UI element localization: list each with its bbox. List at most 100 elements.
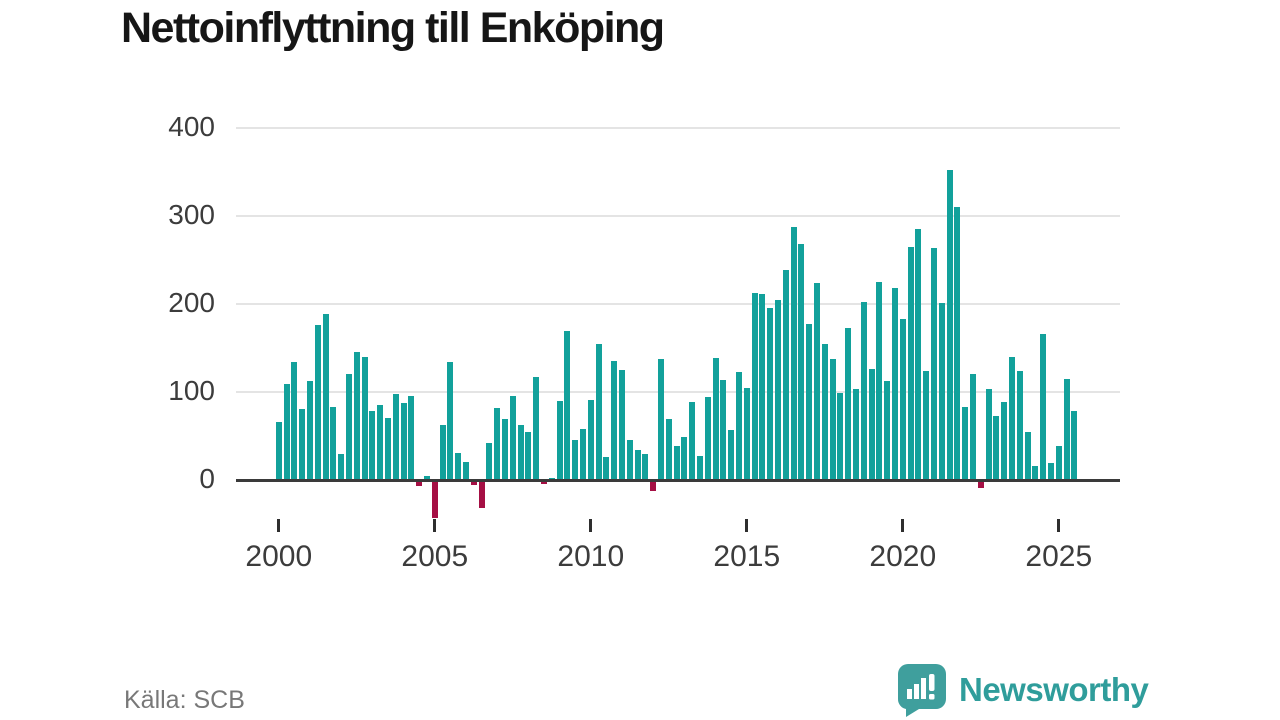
bar-2001-Q1 <box>307 381 313 480</box>
bar-2014-Q2 <box>720 379 727 480</box>
y-axis-label-400: 400 <box>168 111 215 142</box>
bar-2001-Q4 <box>330 406 337 480</box>
bar-2003-Q1 <box>369 411 376 480</box>
bar-2006-Q3 <box>478 480 485 509</box>
bar-2017-Q4 <box>829 359 836 480</box>
source-note: Källa: SCB <box>124 686 245 714</box>
bar-2022-Q1 <box>962 406 969 480</box>
bar-2019-Q2 <box>876 282 883 480</box>
bar-2008-Q3 <box>541 480 547 484</box>
bar-2018-Q3 <box>853 389 859 480</box>
y-axis-label-0: 0 <box>199 463 215 494</box>
chart-title: Nettoinflyttning till Enköping <box>121 4 665 52</box>
bar-2023-Q4 <box>1016 370 1023 480</box>
bar-2016-Q2 <box>782 269 789 480</box>
bar-2014-Q3 <box>728 429 735 480</box>
bar-2011-Q3 <box>634 450 641 480</box>
y-axis-label-100: 100 <box>168 375 215 406</box>
bar-2019-Q4 <box>892 288 898 480</box>
bar-2002-Q4 <box>361 356 368 480</box>
bar-2009-Q3 <box>572 440 579 480</box>
bar-2008-Q1 <box>525 431 532 480</box>
bar-2015-Q4 <box>767 307 774 480</box>
bar-2004-Q1 <box>400 402 407 480</box>
bar-2004-Q2 <box>408 396 415 480</box>
bar-2009-Q4 <box>580 428 586 480</box>
bar-2012-Q1 <box>650 480 657 492</box>
bar-2020-Q4 <box>923 370 930 480</box>
bar-2011-Q4 <box>642 453 649 480</box>
bar-2016-Q4 <box>798 244 805 480</box>
bar-2007-Q1 <box>494 407 501 480</box>
bar-2014-Q1 <box>712 357 719 480</box>
bar-2006-Q4 <box>486 443 493 480</box>
bar-2015-Q3 <box>759 294 766 480</box>
bar-2003-Q2 <box>377 405 384 480</box>
bar-2021-Q3 <box>946 170 953 480</box>
bar-2024-Q1 <box>1024 431 1031 480</box>
x-axis-label-2025: 2025 <box>1025 540 1093 573</box>
bar-2021-Q4 <box>954 207 961 480</box>
bar-2000-Q2 <box>283 384 290 480</box>
bar-2011-Q1 <box>619 370 625 480</box>
bar-2005-Q3 <box>447 362 454 480</box>
bar-2004-Q3 <box>416 480 423 487</box>
bar-2015-Q2 <box>751 293 758 480</box>
bar-2001-Q3 <box>322 313 329 480</box>
newsworthy-bubble-chart-icon <box>897 663 947 717</box>
bar-2022-Q2 <box>970 374 976 480</box>
bar-2022-Q3 <box>977 480 984 488</box>
x-tick-2005 <box>433 519 437 532</box>
bar-2002-Q3 <box>353 352 360 480</box>
x-tick-2015 <box>745 519 749 532</box>
bar-2016-Q3 <box>790 227 797 480</box>
x-axis-label-2020: 2020 <box>869 540 937 573</box>
bar-2005-Q2 <box>439 424 446 480</box>
bar-2005-Q4 <box>455 452 462 480</box>
bar-2024-Q2 <box>1032 465 1039 480</box>
bar-2023-Q1 <box>993 415 1000 480</box>
bar-2001-Q2 <box>314 325 321 480</box>
bar-2013-Q4 <box>704 397 711 480</box>
bar-2013-Q3 <box>697 456 703 480</box>
x-tick-2000 <box>277 519 281 532</box>
newsworthy-wordmark: Newsworthy <box>959 671 1149 708</box>
bar-2024-Q4 <box>1048 463 1054 480</box>
y-axis-label-300: 300 <box>168 199 215 230</box>
bar-2002-Q1 <box>338 454 345 480</box>
x-tick-2020 <box>901 519 905 532</box>
bar-2017-Q1 <box>806 324 813 480</box>
gridline-100 <box>236 391 1120 393</box>
bar-2006-Q1 <box>463 462 469 480</box>
bar-2019-Q3 <box>884 381 891 480</box>
bar-2024-Q3 <box>1040 333 1047 480</box>
bar-2007-Q2 <box>502 419 508 480</box>
bar-2002-Q2 <box>346 373 352 480</box>
bar-2025-Q2 <box>1063 378 1070 480</box>
bar-2006-Q2 <box>470 480 477 486</box>
bar-2018-Q4 <box>860 302 867 480</box>
bar-2010-Q2 <box>595 344 602 480</box>
newsworthy-logo: Newsworthy <box>897 663 1149 717</box>
x-axis-label-2000: 2000 <box>245 540 313 573</box>
bar-2018-Q1 <box>837 392 844 480</box>
bar-2017-Q2 <box>814 282 820 480</box>
bar-2013-Q2 <box>689 401 696 480</box>
bar-2000-Q3 <box>291 362 298 480</box>
bar-2015-Q1 <box>743 387 750 480</box>
bar-2011-Q2 <box>626 440 633 480</box>
bar-2025-Q1 <box>1055 445 1062 480</box>
bar-2000-Q1 <box>275 421 282 480</box>
bar-2020-Q3 <box>915 229 922 480</box>
x-axis-label-2015: 2015 <box>713 540 781 573</box>
bar-2003-Q3 <box>385 417 391 480</box>
bar-2012-Q4 <box>673 445 680 480</box>
bar-2023-Q3 <box>1009 356 1015 480</box>
bar-2021-Q1 <box>931 247 937 480</box>
bar-2012-Q3 <box>665 419 672 480</box>
bar-2000-Q4 <box>299 408 306 480</box>
bar-2020-Q1 <box>899 318 906 480</box>
gridline-300 <box>236 215 1120 217</box>
bar-2010-Q1 <box>587 399 594 480</box>
